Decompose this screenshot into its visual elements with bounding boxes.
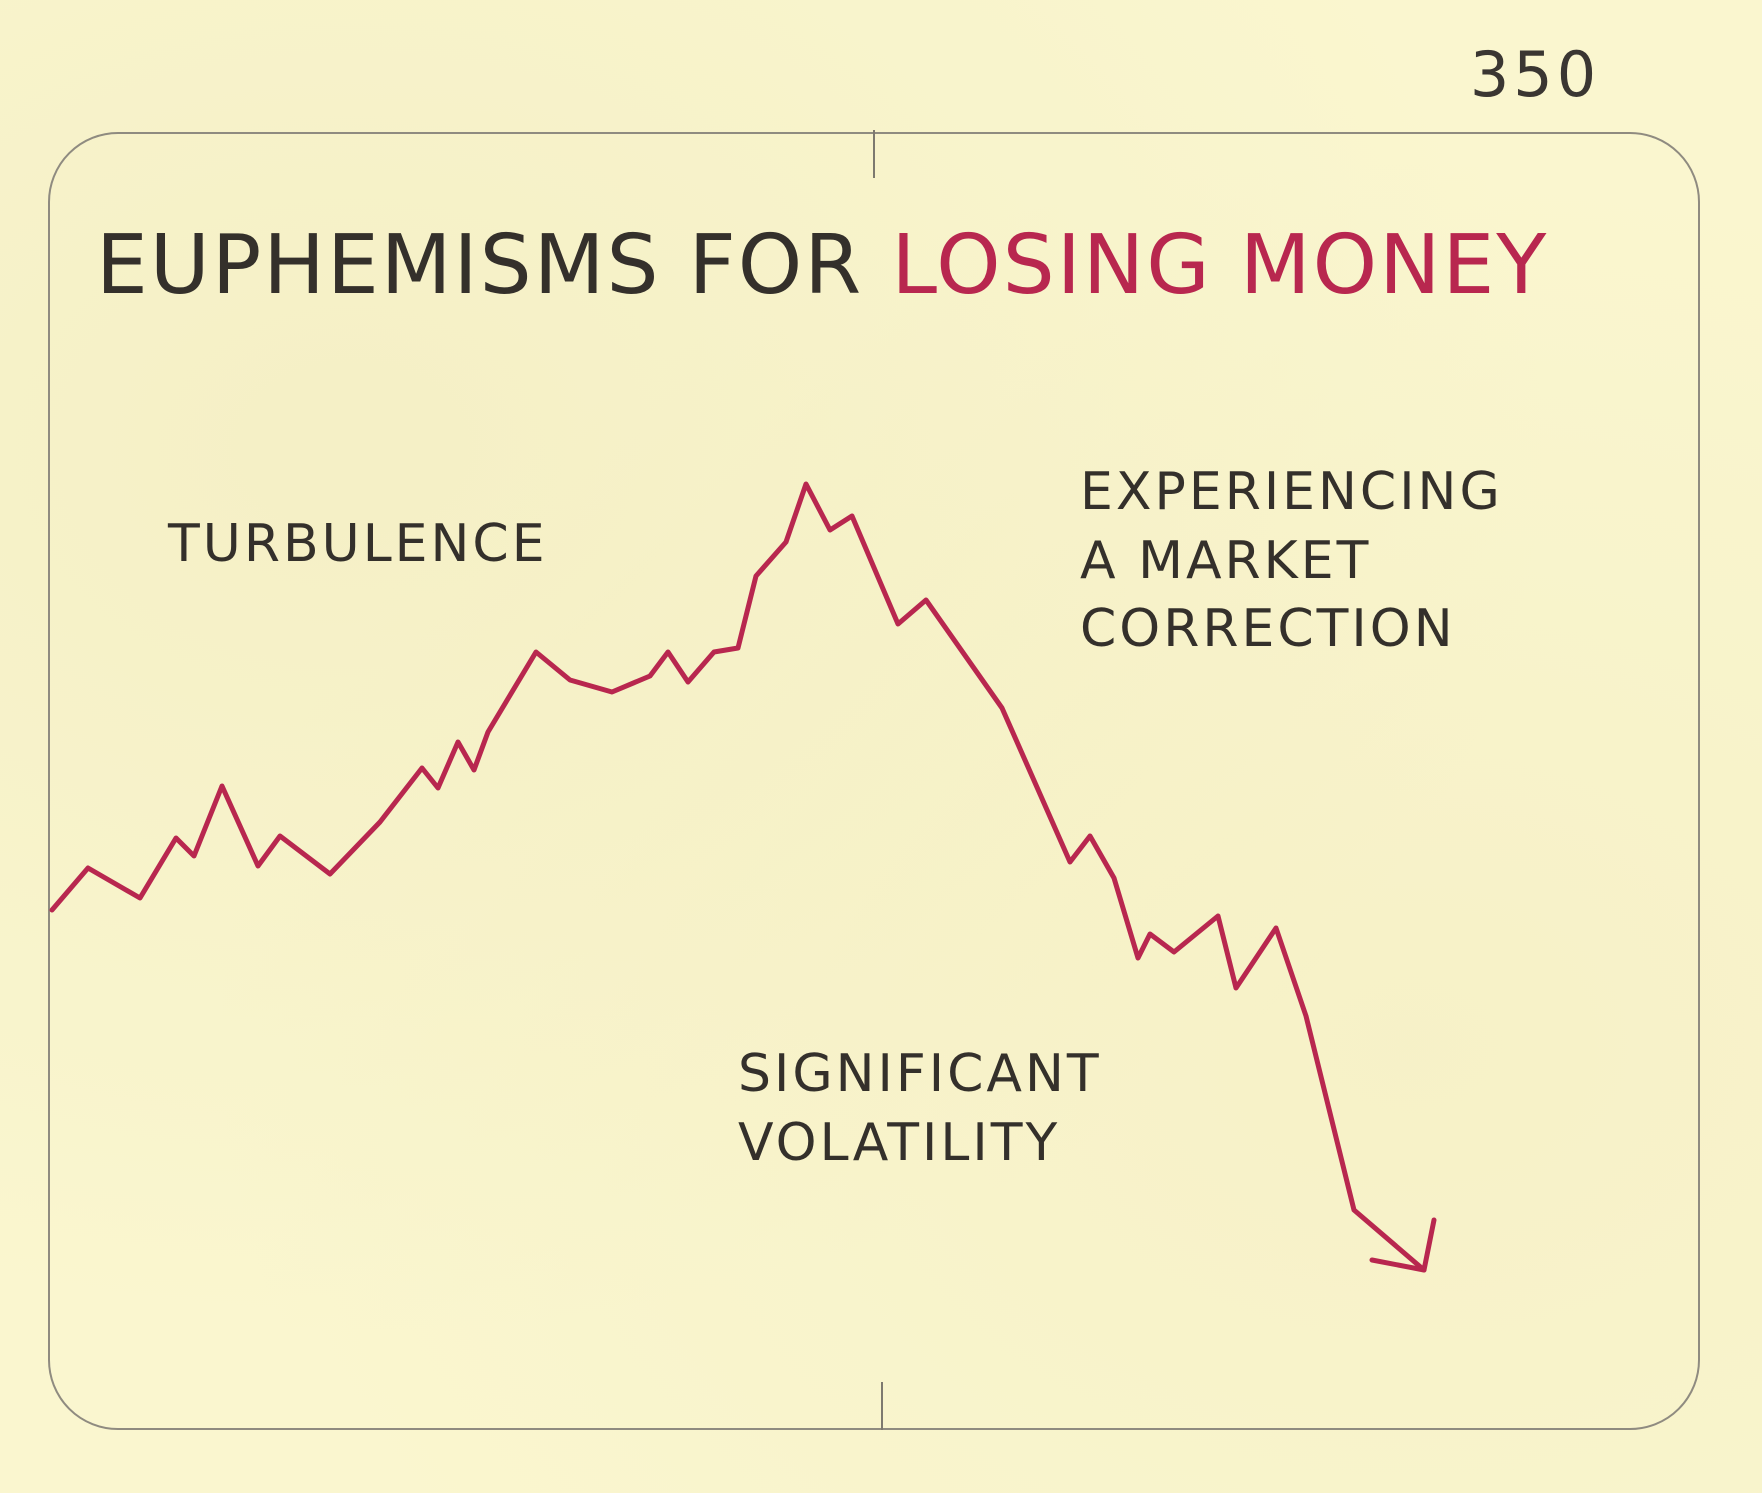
correction-line-2: A MARKET (1080, 530, 1372, 591)
turbulence-label: TURBULENCE (168, 514, 548, 574)
market-trend-line (49, 481, 1427, 1273)
volatility-label: SIGNIFICANT VOLATILITY (738, 1040, 1102, 1177)
market-correction-label: EXPERIENCING A MARKET CORRECTION (1080, 458, 1503, 664)
correction-line-3: CORRECTION (1080, 599, 1456, 660)
comic-title: EUPHEMISMS FOR LOSING MONEY (96, 218, 1656, 313)
top-center-tick (873, 130, 875, 178)
title-prefix: EUPHEMISMS FOR (96, 218, 864, 313)
page-number: 350 (1469, 38, 1601, 111)
title-highlight: LOSING MONEY (891, 218, 1549, 313)
arrow-head (1369, 1217, 1437, 1273)
volatility-line-1: SIGNIFICANT (738, 1044, 1102, 1104)
bottom-center-tick (881, 1382, 883, 1430)
volatility-line-2: VOLATILITY (738, 1112, 1061, 1173)
correction-line-1: EXPERIENCING (1080, 462, 1503, 522)
